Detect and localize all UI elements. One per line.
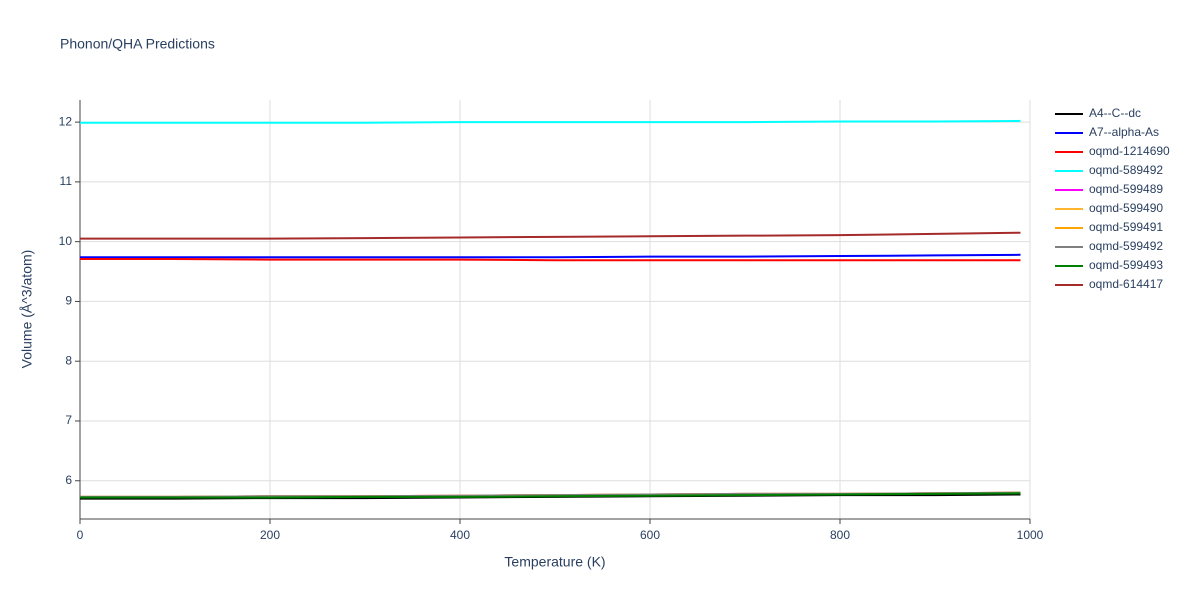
y-tick-label: 11	[60, 174, 73, 188]
x-tick-label: 800	[830, 528, 850, 542]
y-tick-label: 9	[65, 294, 72, 308]
x-tick-label: 1000	[1017, 528, 1044, 542]
legend-label: A7--alpha-As	[1089, 125, 1159, 139]
series-line	[80, 231, 1021, 240]
series-line	[80, 253, 1021, 259]
chart-title: Phonon/QHA Predictions	[60, 36, 215, 52]
legend-label: oqmd-589492	[1089, 163, 1163, 177]
y-tick-label: 7	[65, 413, 72, 427]
y-axis-label: Volume (Å^3/atom)	[19, 250, 35, 369]
legend-label: oqmd-599493	[1089, 258, 1163, 272]
legend-label: oqmd-614417	[1089, 277, 1163, 291]
legend-label: oqmd-1214690	[1089, 144, 1170, 158]
x-tick-label: 600	[640, 528, 660, 542]
x-axis-label: Temperature (K)	[504, 554, 605, 570]
y-tick-label: 12	[59, 114, 73, 128]
y-tick-label: 8	[65, 353, 72, 367]
legend-label: oqmd-599489	[1089, 182, 1163, 196]
series-line	[80, 492, 1021, 499]
series-line	[80, 257, 1021, 262]
x-tick-label: 200	[260, 528, 280, 542]
x-tick-label: 0	[77, 528, 84, 542]
series-line	[80, 119, 1021, 124]
legend-label: oqmd-599491	[1089, 220, 1163, 234]
legend-label: A4--C--dc	[1089, 106, 1141, 120]
y-tick-label: 6	[65, 473, 72, 487]
x-tick-label: 400	[450, 528, 470, 542]
legend-label: oqmd-599492	[1089, 239, 1163, 253]
y-tick-label: 10	[59, 234, 73, 248]
legend-label: oqmd-599490	[1089, 201, 1163, 215]
